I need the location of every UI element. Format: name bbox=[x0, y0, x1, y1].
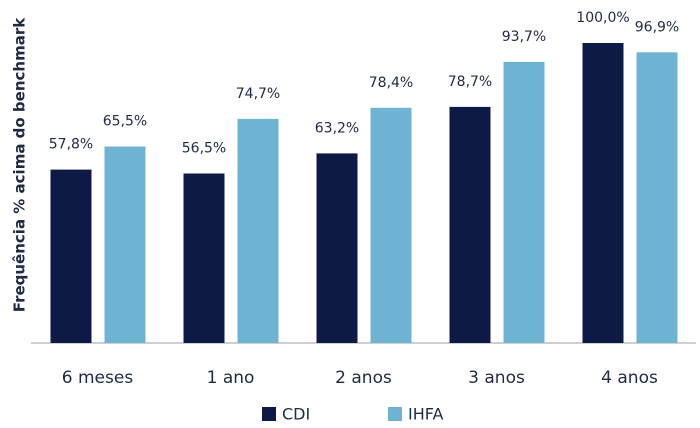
legend-label: IHFA bbox=[408, 405, 443, 424]
value-label: 78,7% bbox=[448, 74, 492, 90]
value-label: 63,2% bbox=[315, 120, 359, 136]
legend-swatch bbox=[262, 407, 276, 421]
x-tick-label: 2 anos bbox=[335, 368, 392, 388]
x-tick-label: 4 anos bbox=[601, 368, 658, 388]
bar bbox=[370, 107, 412, 343]
legend-label: CDI bbox=[282, 405, 310, 424]
value-label: 56,5% bbox=[182, 141, 226, 157]
bar bbox=[503, 61, 545, 344]
y-axis-label: Frequência % acima do benchmark bbox=[11, 17, 29, 312]
value-label: 93,7% bbox=[502, 29, 546, 45]
x-tick-label: 3 anos bbox=[468, 368, 525, 388]
legend-swatch bbox=[388, 407, 402, 421]
value-label: 74,7% bbox=[236, 86, 280, 102]
bar bbox=[582, 43, 624, 343]
bar bbox=[237, 118, 279, 344]
value-label: 65,5% bbox=[103, 114, 147, 130]
value-label: 96,9% bbox=[635, 19, 679, 35]
value-label: 78,4% bbox=[369, 75, 413, 91]
x-tick-label: 1 ano bbox=[207, 368, 255, 388]
x-tick-label: 6 meses bbox=[62, 368, 134, 388]
bar bbox=[50, 169, 92, 343]
bar bbox=[316, 153, 358, 343]
bar bbox=[449, 106, 491, 344]
bar bbox=[104, 146, 146, 343]
value-label: 100,0% bbox=[576, 10, 629, 26]
value-label: 57,8% bbox=[49, 137, 93, 153]
bar bbox=[183, 173, 225, 343]
bar bbox=[636, 52, 678, 344]
